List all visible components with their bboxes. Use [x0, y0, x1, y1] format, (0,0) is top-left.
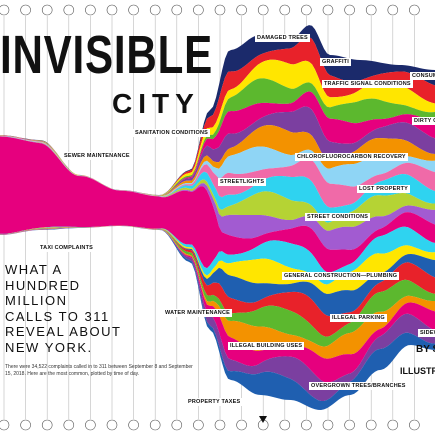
- time-marker: [193, 4, 204, 16]
- stream-band: [0, 25, 435, 196]
- time-marker: [344, 419, 355, 431]
- stream-band: [0, 91, 435, 196]
- title: CITY: [112, 88, 200, 119]
- time-marker: [279, 4, 291, 16]
- time-marker: [128, 4, 139, 16]
- time-marker: [41, 4, 53, 16]
- stream-label: WATER MAINTENANCE: [163, 309, 233, 317]
- time-marker: [171, 4, 183, 16]
- time-marker: [387, 4, 399, 16]
- time-marker: [149, 4, 161, 16]
- headline-line: WHAT A: [5, 262, 63, 277]
- time-marker: [365, 4, 377, 16]
- byline: ILLUSTR: [400, 366, 435, 376]
- byline: BY S: [416, 344, 435, 355]
- time-marker: [106, 4, 118, 16]
- time-marker: [214, 4, 226, 16]
- time-marker: [365, 419, 377, 431]
- stream-label: GRAFFITI: [320, 58, 351, 66]
- stream-band: [0, 37, 435, 196]
- stream-label: ILLEGAL PARKING: [330, 314, 387, 322]
- time-marker: [0, 419, 10, 431]
- stream-label: OVERGROWN TREES/BRANCHES: [309, 382, 408, 390]
- stream-label: DIRTY CO: [412, 117, 435, 125]
- time-marker: [85, 419, 96, 431]
- time-marker: [214, 419, 226, 431]
- time-marker: [301, 4, 312, 16]
- time-marker: [106, 419, 118, 431]
- stream-label: ILLEGAL BUILDING USES: [228, 342, 305, 350]
- arrow: [259, 416, 267, 423]
- stream-label: GENERAL CONSTRUCTION—PLUMBING: [282, 272, 400, 280]
- stream-label: STREETLIGHTS: [218, 178, 267, 186]
- time-marker: [193, 419, 204, 431]
- time-marker: [20, 419, 31, 431]
- time-marker: [387, 419, 399, 431]
- stream-label: SIDEW: [418, 329, 435, 337]
- time-marker: [171, 419, 183, 431]
- time-marker: [409, 419, 420, 431]
- stream-band: [0, 136, 435, 208]
- time-marker: [20, 4, 31, 16]
- stream-label: CONSUM: [410, 72, 435, 80]
- stream-label: TAXI COMPLAINTS: [38, 244, 96, 252]
- stream-label: SEWER MAINTENANCE: [62, 152, 132, 160]
- time-marker: [409, 4, 420, 16]
- time-marker: [128, 419, 139, 431]
- time-marker: [279, 419, 291, 431]
- stream-label: SANITATION CONDITIONS: [133, 129, 211, 137]
- time-marker: [322, 4, 334, 16]
- headline-line: MILLION: [5, 293, 68, 308]
- stream-band: [0, 225, 435, 285]
- headline: WHAT A HUNDRED MILLION CALLS TO 311 REVEAL A…: [5, 262, 122, 355]
- headline-line: CALLS TO 311: [5, 308, 110, 324]
- title: INVISIBLE: [0, 25, 213, 85]
- stream-band: [0, 78, 435, 196]
- time-marker: [85, 4, 96, 16]
- headline-line: NEW YORK.: [5, 339, 93, 355]
- time-marker: [149, 419, 161, 431]
- caption: There were 34,522 complaints called in t…: [5, 364, 193, 377]
- stream-band: [0, 135, 435, 197]
- headline-line: REVEAL ABOUT: [5, 324, 122, 339]
- time-marker: [322, 419, 334, 431]
- time-marker: [41, 419, 53, 431]
- time-marker: [0, 4, 10, 16]
- stream-band: [0, 136, 435, 273]
- time-marker: [301, 419, 312, 431]
- time-marker: [257, 4, 269, 16]
- time-marker: [236, 419, 247, 431]
- stream-label: STREET CONDITIONS: [305, 213, 371, 221]
- stream-label: DAMAGED TREES: [255, 34, 310, 42]
- time-marker: [236, 4, 247, 16]
- stream-label: CHLOROFLUOROCARBON RECOVERY: [295, 153, 408, 161]
- time-marker: [63, 4, 75, 16]
- stream-label: PROPERTY TAXES: [186, 398, 243, 406]
- stream-band: [0, 225, 435, 317]
- time-marker: [344, 4, 355, 16]
- time-marker: [63, 419, 75, 431]
- headline-line: HUNDRED: [5, 277, 81, 293]
- stream-label: LOST PROPERTY: [357, 185, 411, 193]
- stream-band: [0, 106, 435, 196]
- stream-label: TRAFFIC SIGNAL CONDITIONS: [322, 80, 413, 88]
